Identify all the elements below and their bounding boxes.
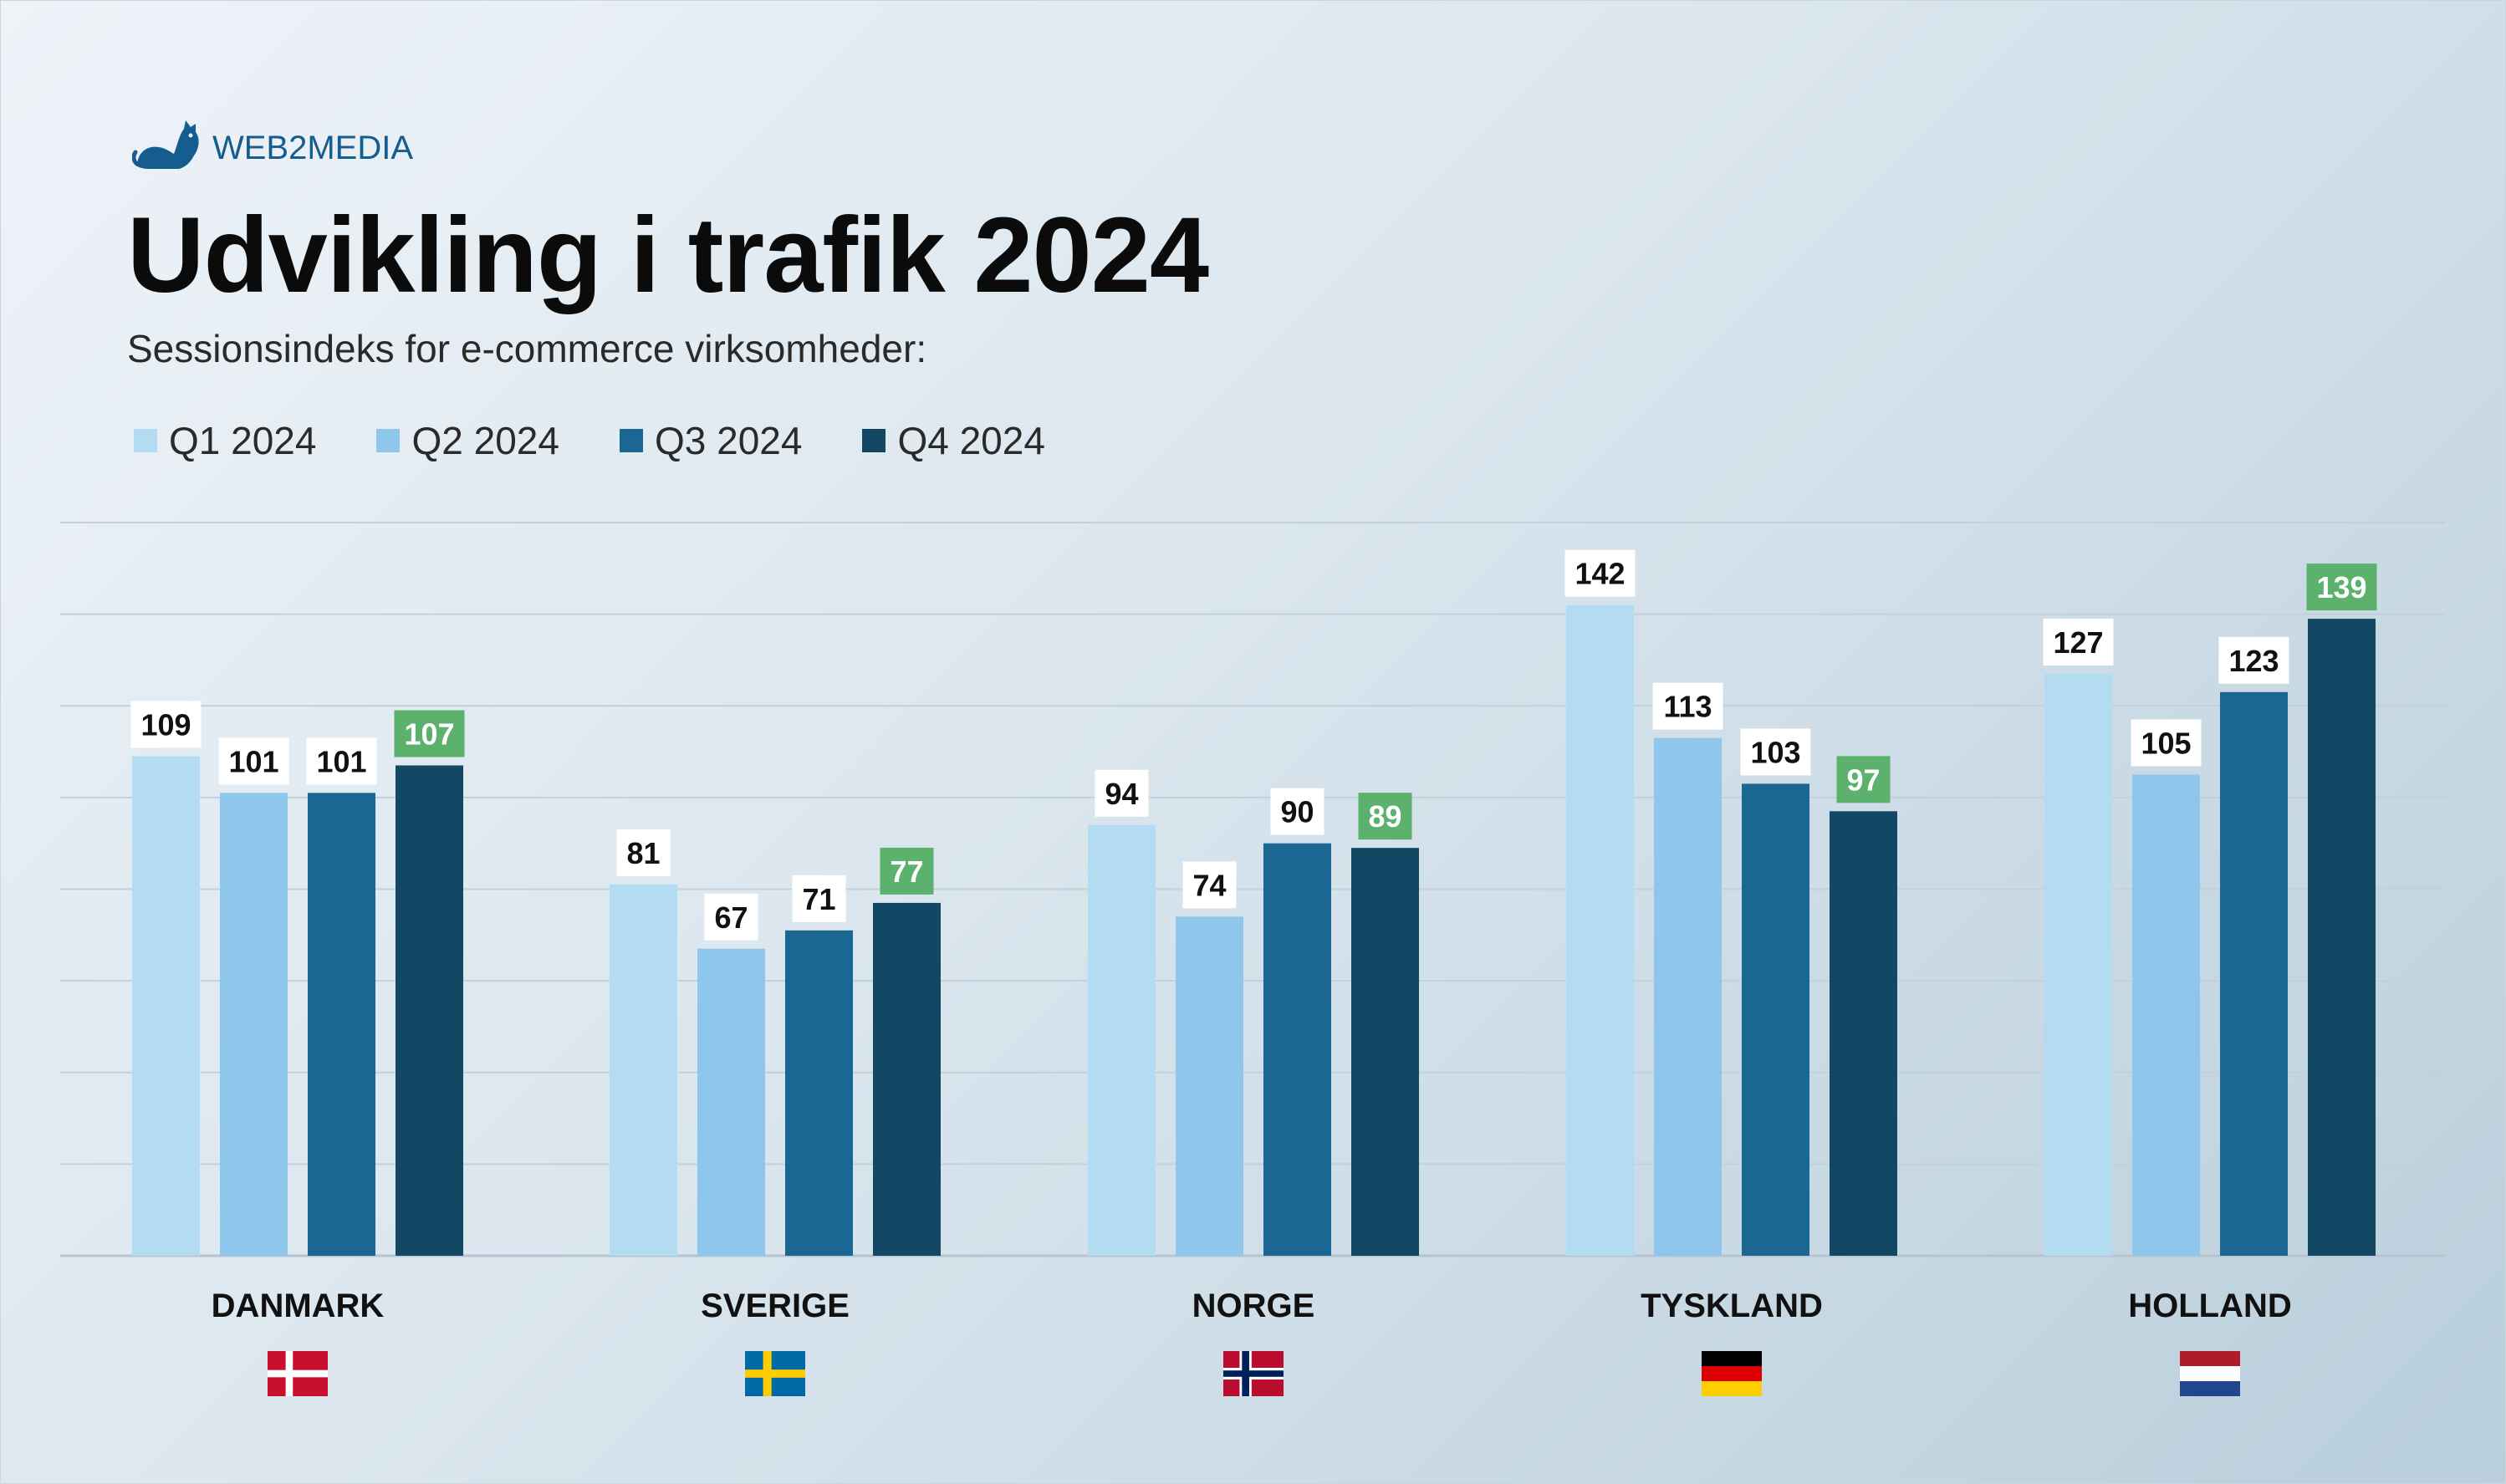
bar-holland-q1 [2044, 673, 2112, 1256]
category-label: TYSKLAND [1641, 1288, 1823, 1324]
data-label-box [616, 829, 671, 877]
data-label: 107 [404, 717, 454, 752]
data-label: 101 [228, 744, 278, 778]
bar-sverige-q1 [610, 885, 677, 1256]
data-label: 123 [2228, 644, 2279, 678]
category-label: NORGE [1192, 1288, 1315, 1324]
data-label: 74 [1192, 868, 1226, 902]
page-title: Udvikling i trafik 2024 [127, 196, 1209, 315]
data-label-box [2306, 564, 2377, 611]
category-label: DANMARK [212, 1288, 385, 1324]
legend-swatch-q3 [619, 429, 643, 452]
page-subtitle: Sessionsindeks for e-commerce virksomhed… [127, 327, 927, 370]
flag-sweden-icon [745, 1351, 805, 1396]
flag-netherlands-icon [2180, 1351, 2240, 1396]
data-label: 101 [316, 744, 366, 778]
data-label: 97 [1846, 762, 1880, 797]
data-label-box [1182, 861, 1237, 909]
data-label-box [306, 737, 377, 785]
cat-icon [132, 120, 199, 169]
data-label: 89 [1368, 799, 1401, 834]
data-label: 127 [2053, 625, 2103, 660]
data-label-box [394, 710, 465, 757]
data-label: 90 [1280, 795, 1314, 829]
bar-danmark-q2 [220, 793, 288, 1256]
flag-norway-icon [1223, 1351, 1284, 1396]
data-label-box [2131, 719, 2202, 767]
bar-holland-q3 [2220, 691, 2288, 1256]
data-label-box [2218, 636, 2289, 684]
data-label: 105 [2141, 726, 2191, 760]
bar-holland-q2 [2132, 774, 2200, 1256]
data-label-box [1358, 793, 1412, 840]
legend-label-q2: Q2 2024 [411, 419, 559, 462]
data-label: 142 [1575, 557, 1625, 591]
bar-sverige-q2 [697, 948, 765, 1256]
data-label: 113 [1663, 690, 1712, 724]
data-label: 77 [890, 854, 923, 889]
bar-tyskland-q2 [1654, 737, 1722, 1256]
data-label-box [1836, 756, 1891, 803]
data-label: 139 [2316, 570, 2366, 604]
bar-norge-q4 [1351, 848, 1419, 1256]
bar-sverige-q4 [873, 902, 941, 1256]
bar-holland-q4 [2308, 619, 2376, 1256]
category-label: SVERIGE [701, 1288, 850, 1324]
bar-tyskland-q1 [1566, 604, 1634, 1256]
bar-norge-q3 [1263, 843, 1331, 1256]
bar-norge-q1 [1088, 824, 1156, 1256]
flag-germany-icon [1702, 1351, 1762, 1396]
data-label: 81 [626, 836, 660, 870]
data-label-box [218, 737, 289, 785]
chart-legend: Q1 2024 Q2 2024 Q3 2024 Q4 2024 [134, 418, 1045, 463]
legend-swatch-q4 [862, 429, 886, 452]
data-label-box [1652, 682, 1723, 730]
data-label-box [130, 701, 202, 748]
data-label: 109 [140, 708, 191, 742]
legend-swatch-q1 [134, 429, 157, 452]
legend-item-q3: Q3 2024 [619, 418, 803, 463]
flag-denmark-icon [268, 1351, 328, 1396]
legend-item-q4: Q4 2024 [862, 418, 1045, 463]
bar-norge-q2 [1176, 916, 1243, 1256]
bar-danmark-q1 [132, 756, 200, 1256]
data-label-box [704, 893, 758, 941]
brand-name: WEB2MEDIA [212, 129, 414, 166]
legend-label-q1: Q1 2024 [169, 419, 317, 462]
bar-sverige-q3 [785, 930, 853, 1256]
data-label: 67 [714, 900, 748, 935]
legend-item-q1: Q1 2024 [134, 418, 316, 463]
data-label-box [880, 847, 934, 895]
brand: WEB2MEDIA [132, 115, 413, 174]
legend-swatch-q2 [376, 429, 401, 452]
bar-danmark-q3 [308, 793, 375, 1256]
data-label-box [1095, 769, 1149, 817]
data-label-box [792, 875, 846, 922]
bar-danmark-q4 [396, 765, 463, 1256]
legend-label-q3: Q3 2024 [654, 419, 803, 462]
data-label: 71 [802, 882, 835, 916]
data-label-box [1564, 549, 1636, 597]
data-label-box [1270, 788, 1324, 835]
data-label: 94 [1105, 777, 1138, 811]
data-label: 103 [1750, 735, 1800, 769]
bar-tyskland-q4 [1830, 811, 1897, 1256]
legend-label-q4: Q4 2024 [897, 419, 1045, 462]
legend-item-q2: Q2 2024 [376, 418, 559, 463]
data-label-box [1740, 728, 1811, 776]
bar-tyskland-q3 [1742, 783, 1809, 1256]
category-label: HOLLAND [2128, 1288, 2292, 1324]
data-label-box [2043, 618, 2114, 666]
